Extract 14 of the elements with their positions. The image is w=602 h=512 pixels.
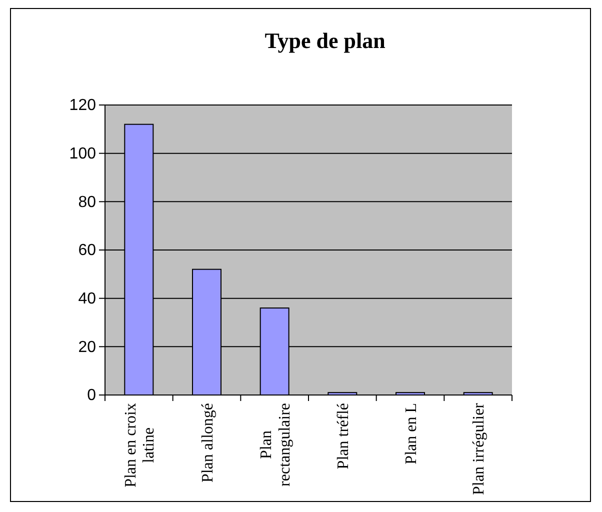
y-tick-label: 20 [78,338,96,356]
y-tick-label: 80 [78,194,96,211]
x-tick-label: Plan en croix latine [122,403,158,488]
x-tick-label: Plan en L [402,403,420,464]
x-tick-label: Plan rectangulaire [258,403,294,486]
y-tick-label: 100 [69,145,96,162]
chart-title: Type de plan [264,28,386,53]
x-tick-label: Plan allongé [199,403,216,483]
x-tick-label: Plan irrégulier [470,402,488,495]
y-tick-label: 60 [78,242,96,260]
x-tick-label: Plan tréflé [335,403,352,470]
y-tick-label: 0 [87,387,96,404]
y-tick-label: 120 [69,97,96,114]
y-tick-label: 40 [78,290,96,308]
